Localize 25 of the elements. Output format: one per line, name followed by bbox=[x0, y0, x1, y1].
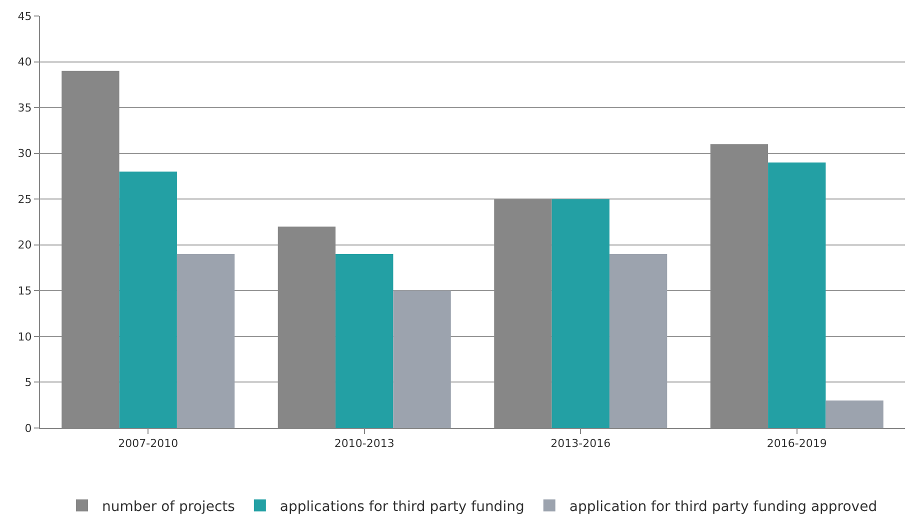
y-tick-label: 0 bbox=[24, 422, 32, 435]
bar bbox=[826, 400, 884, 428]
legend-label: number of projects bbox=[102, 498, 235, 515]
x-tick-label: 2007-2010 bbox=[118, 437, 178, 450]
y-tick-label: 5 bbox=[24, 376, 32, 390]
y-tick-label: 10 bbox=[18, 330, 32, 344]
bar bbox=[176, 254, 235, 428]
bar bbox=[119, 172, 177, 428]
y-tick-label: 15 bbox=[18, 284, 32, 298]
y-tick-label: 30 bbox=[18, 147, 32, 160]
y-tick-label: 35 bbox=[18, 101, 32, 114]
bar bbox=[609, 254, 668, 428]
y-tick-label: 45 bbox=[18, 10, 32, 23]
x-tick-label: 2013-2016 bbox=[550, 437, 611, 450]
legend-label: applications for third party funding bbox=[280, 498, 524, 515]
y-tick-label: 25 bbox=[18, 192, 32, 206]
y-tick-label: 40 bbox=[18, 56, 32, 69]
bar bbox=[336, 254, 394, 428]
y-tick-label: 20 bbox=[18, 238, 32, 252]
bar bbox=[768, 162, 826, 428]
x-tick-label: 2016-2019 bbox=[766, 437, 827, 450]
bar bbox=[393, 290, 451, 428]
legend-label: application for third party funding approved bbox=[569, 498, 878, 515]
bar bbox=[552, 199, 610, 428]
x-tick-label: 2010-2013 bbox=[334, 437, 394, 450]
